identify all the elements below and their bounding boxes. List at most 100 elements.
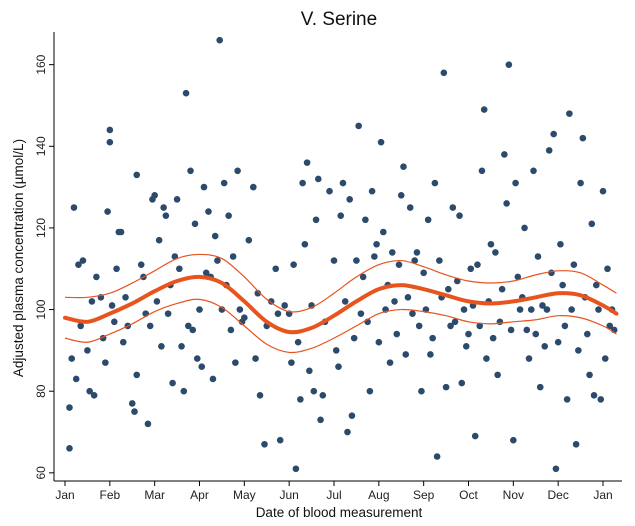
data-point (380, 228, 387, 236)
data-point (575, 347, 582, 354)
data-point (510, 436, 517, 444)
data-point (178, 343, 185, 350)
data-point (319, 391, 327, 399)
data-point (176, 265, 183, 273)
data-point (427, 351, 434, 358)
data-point (436, 257, 443, 264)
data-point (406, 204, 414, 211)
x-tick-label: Aug (368, 488, 389, 502)
data-point (111, 318, 118, 326)
data-point (346, 196, 353, 203)
data-point (362, 216, 369, 224)
data-point (310, 387, 318, 395)
x-axis-ticks: Jan Feb Mar Apr May Jun Jul Aug Sep Oct Nov Dec Jan (55, 481, 613, 502)
data-point (272, 265, 280, 273)
data-point (267, 298, 275, 305)
data-point (429, 334, 436, 342)
data-point (274, 310, 282, 317)
data-point (561, 322, 569, 330)
y-tick-label: 160 (34, 54, 48, 74)
x-tick-label: Jun (279, 488, 298, 502)
data-point (424, 216, 432, 224)
data-point (202, 269, 210, 277)
data-point (184, 322, 192, 330)
data-point (483, 355, 490, 362)
data-point (227, 326, 235, 334)
data-point (570, 261, 578, 268)
data-point (182, 89, 190, 97)
data-point (79, 257, 87, 264)
data-point (357, 310, 365, 317)
data-point (572, 440, 580, 448)
data-point (303, 159, 311, 166)
data-point (588, 220, 596, 228)
data-point (373, 240, 380, 248)
data-point (395, 261, 403, 268)
data-point (512, 179, 519, 187)
x-tick-label: Jan (55, 488, 74, 502)
data-point (442, 383, 450, 391)
data-point (164, 310, 172, 317)
data-point (72, 375, 80, 383)
y-tick-label: 60 (34, 466, 48, 480)
data-point (66, 445, 73, 452)
data-point (241, 314, 248, 322)
data-point (496, 318, 504, 326)
y-tick-label: 140 (34, 136, 48, 156)
data-point (554, 338, 562, 346)
data-point (229, 253, 237, 260)
data-point (106, 138, 114, 146)
data-point (155, 236, 163, 244)
x-tick-label: Nov (503, 488, 524, 502)
data-point (420, 269, 427, 277)
data-point (254, 289, 262, 297)
x-tick-label: May (233, 488, 256, 502)
data-point (344, 428, 351, 436)
data-point (146, 322, 154, 330)
data-point (579, 134, 587, 142)
data-point (128, 400, 136, 407)
data-point (411, 257, 419, 264)
data-point (162, 212, 170, 219)
data-point (84, 347, 91, 354)
data-point (90, 391, 98, 399)
data-point (498, 285, 506, 293)
data-point (151, 191, 158, 199)
data-point (93, 273, 100, 281)
ci-lower-line (64, 298, 617, 354)
data-point (294, 338, 302, 346)
data-point (478, 167, 486, 175)
data-point (236, 306, 244, 313)
data-point (545, 147, 553, 154)
data-point (214, 257, 221, 264)
data-point (592, 281, 600, 289)
data-point (391, 298, 398, 305)
data-point (133, 171, 141, 179)
x-tick-label: Jan (593, 488, 612, 502)
data-point (548, 269, 555, 277)
data-point (187, 167, 194, 175)
data-point (494, 371, 501, 379)
data-point (404, 294, 412, 301)
data-point (366, 387, 374, 395)
data-point (386, 359, 394, 366)
x-tick-label: Sep (413, 488, 435, 502)
data-point (332, 347, 340, 354)
data-point (193, 355, 201, 362)
data-point (599, 187, 607, 195)
data-point (276, 436, 284, 444)
data-point (539, 302, 546, 309)
data-point (476, 322, 484, 330)
data-point (462, 343, 470, 350)
data-point (590, 391, 598, 399)
data-point (353, 257, 360, 264)
data-point (595, 306, 602, 313)
x-tick-label: Apr (190, 488, 209, 502)
data-point (413, 249, 421, 256)
data-point (584, 330, 591, 338)
data-point (458, 379, 466, 387)
data-point (368, 187, 376, 195)
x-tick-label: Feb (99, 488, 120, 502)
